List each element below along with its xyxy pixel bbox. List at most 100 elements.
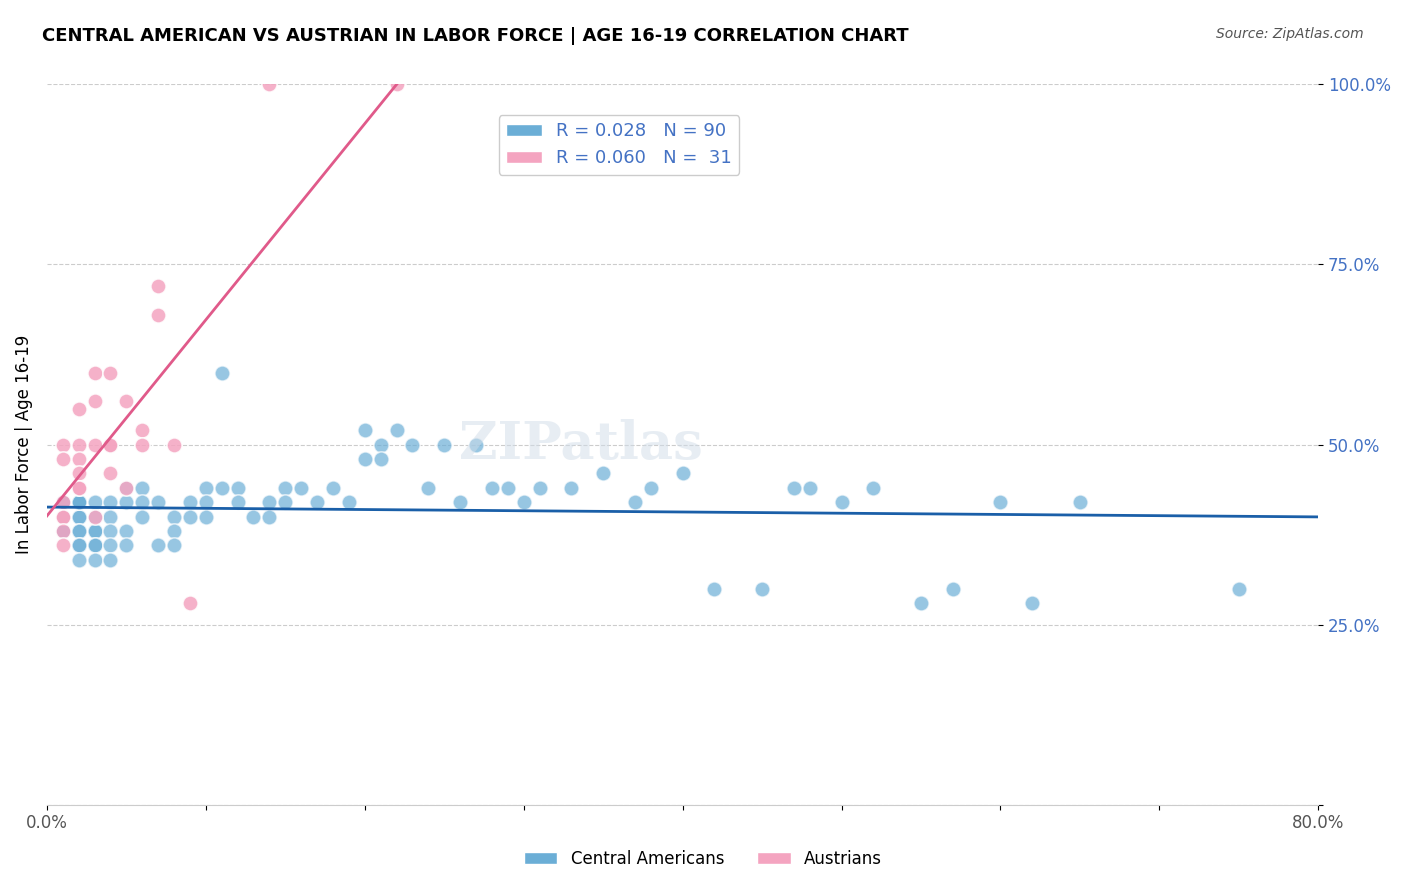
Central Americans [100, 509, 122, 524]
Austrians [115, 394, 138, 409]
Central Americans [115, 481, 138, 495]
Austrians [259, 78, 281, 92]
Central Americans [67, 509, 90, 524]
Central Americans [52, 524, 75, 538]
Central Americans [179, 509, 201, 524]
Central Americans [83, 524, 105, 538]
Central Americans [163, 538, 186, 552]
Central Americans [624, 495, 647, 509]
Central Americans [353, 452, 375, 467]
Central Americans [560, 481, 582, 495]
Central Americans [385, 423, 408, 437]
Central Americans [831, 495, 853, 509]
Austrians [83, 437, 105, 451]
Central Americans [1021, 596, 1043, 610]
Austrians [83, 366, 105, 380]
Legend: R = 0.028   N = 90, R = 0.060   N =  31: R = 0.028 N = 90, R = 0.060 N = 31 [499, 115, 740, 175]
Austrians [67, 401, 90, 416]
Central Americans [799, 481, 821, 495]
Austrians [52, 509, 75, 524]
Central Americans [115, 524, 138, 538]
Austrians [100, 467, 122, 481]
Central Americans [226, 481, 249, 495]
Austrians [52, 437, 75, 451]
Central Americans [131, 509, 153, 524]
Central Americans [100, 524, 122, 538]
Central Americans [751, 582, 773, 596]
Central Americans [703, 582, 725, 596]
Central Americans [83, 509, 105, 524]
Austrians [131, 437, 153, 451]
Central Americans [83, 553, 105, 567]
Central Americans [290, 481, 312, 495]
Central Americans [194, 509, 217, 524]
Central Americans [67, 509, 90, 524]
Austrians [83, 394, 105, 409]
Austrians [179, 596, 201, 610]
Central Americans [146, 538, 169, 552]
Central Americans [307, 495, 329, 509]
Austrians [385, 78, 408, 92]
Central Americans [401, 437, 423, 451]
Austrians [100, 366, 122, 380]
Austrians [67, 452, 90, 467]
Austrians [100, 437, 122, 451]
Austrians [146, 279, 169, 293]
Central Americans [226, 495, 249, 509]
Central Americans [783, 481, 806, 495]
Central Americans [163, 509, 186, 524]
Austrians [146, 308, 169, 322]
Central Americans [67, 495, 90, 509]
Y-axis label: In Labor Force | Age 16-19: In Labor Force | Age 16-19 [15, 334, 32, 554]
Central Americans [52, 509, 75, 524]
Central Americans [179, 495, 201, 509]
Central Americans [862, 481, 884, 495]
Austrians [67, 481, 90, 495]
Central Americans [100, 538, 122, 552]
Austrians [67, 437, 90, 451]
Central Americans [337, 495, 360, 509]
Central Americans [529, 481, 551, 495]
Central Americans [370, 437, 392, 451]
Central Americans [259, 509, 281, 524]
Central Americans [100, 495, 122, 509]
Central Americans [242, 509, 264, 524]
Central Americans [370, 452, 392, 467]
Central Americans [496, 481, 519, 495]
Central Americans [1069, 495, 1091, 509]
Austrians [100, 437, 122, 451]
Austrians [52, 538, 75, 552]
Central Americans [131, 481, 153, 495]
Central Americans [910, 596, 932, 610]
Central Americans [67, 495, 90, 509]
Central Americans [163, 524, 186, 538]
Austrians [83, 509, 105, 524]
Central Americans [990, 495, 1012, 509]
Central Americans [52, 509, 75, 524]
Central Americans [353, 423, 375, 437]
Central Americans [449, 495, 471, 509]
Central Americans [67, 538, 90, 552]
Austrians [67, 467, 90, 481]
Central Americans [100, 553, 122, 567]
Central Americans [52, 495, 75, 509]
Central Americans [146, 495, 169, 509]
Austrians [131, 423, 153, 437]
Austrians [52, 452, 75, 467]
Central Americans [83, 538, 105, 552]
Central Americans [942, 582, 965, 596]
Text: ZIPatlas: ZIPatlas [458, 419, 703, 470]
Central Americans [465, 437, 488, 451]
Central Americans [671, 467, 693, 481]
Text: CENTRAL AMERICAN VS AUSTRIAN IN LABOR FORCE | AGE 16-19 CORRELATION CHART: CENTRAL AMERICAN VS AUSTRIAN IN LABOR FO… [42, 27, 908, 45]
Central Americans [481, 481, 503, 495]
Austrians [52, 509, 75, 524]
Central Americans [52, 524, 75, 538]
Central Americans [83, 524, 105, 538]
Austrians [115, 481, 138, 495]
Austrians [52, 524, 75, 538]
Central Americans [52, 524, 75, 538]
Central Americans [322, 481, 344, 495]
Central Americans [67, 538, 90, 552]
Legend: Central Americans, Austrians: Central Americans, Austrians [517, 844, 889, 875]
